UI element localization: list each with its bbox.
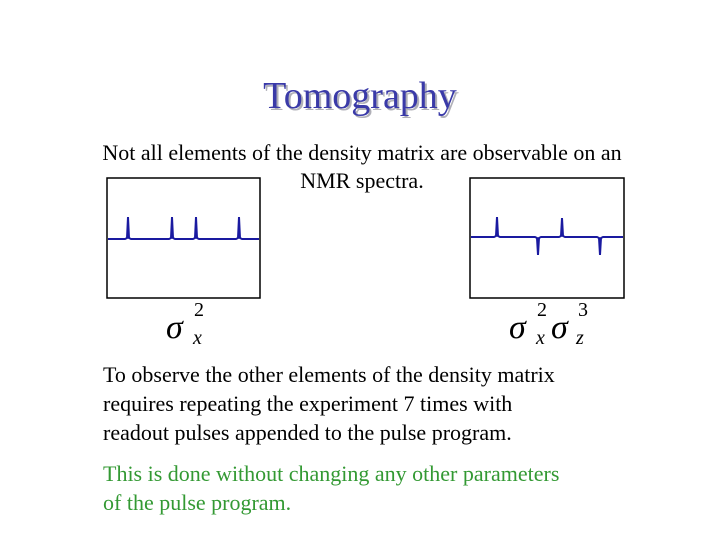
subscript: z — [575, 327, 584, 349]
note-line: This is done without changing any other … — [103, 461, 559, 486]
subscript: x — [535, 327, 545, 349]
spectrum-frames — [106, 177, 625, 299]
superscript: 3 — [578, 299, 588, 321]
superscript: 2 — [537, 299, 547, 321]
left-spectrum — [108, 216, 259, 240]
body-line: requires repeating the experiment 7 time… — [103, 391, 512, 416]
sigma: σ — [166, 309, 184, 346]
title: Tomography — [263, 75, 457, 117]
intro-line: NMR spectra. — [300, 168, 423, 193]
note-line: of the pulse program. — [103, 490, 291, 515]
right-spectrum — [471, 216, 623, 256]
intro-line: Not all elements of the density matrix a… — [102, 140, 621, 165]
text-backing — [285, 168, 435, 194]
subscript: x — [192, 327, 202, 349]
sigma: σ — [551, 309, 569, 346]
body-line: readout pulses appended to the pulse pro… — [103, 420, 512, 445]
left-frame — [106, 177, 261, 299]
title-shadow: Tomography — [265, 77, 459, 119]
right-frame — [469, 177, 625, 299]
body-line: To observe the other elements of the den… — [103, 362, 555, 387]
sigma: σ — [509, 309, 527, 346]
superscript: 2 — [194, 299, 204, 321]
